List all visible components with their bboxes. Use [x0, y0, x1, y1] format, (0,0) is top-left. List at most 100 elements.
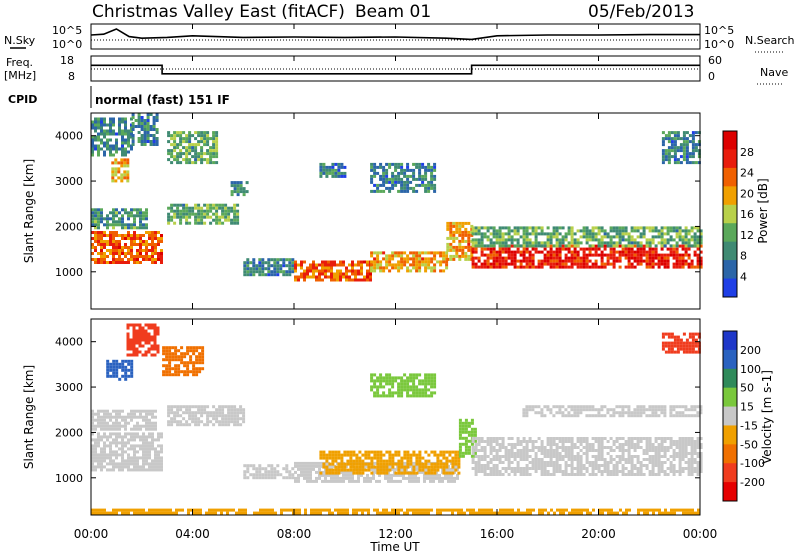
velocity-cell — [549, 446, 553, 449]
power-cell — [516, 238, 520, 242]
velocity-cell — [124, 377, 128, 381]
velocity-cell — [418, 459, 422, 463]
power-cell — [519, 259, 523, 263]
power-cell — [114, 173, 118, 177]
velocity-cell — [337, 471, 341, 475]
power-cell — [249, 267, 253, 271]
power-cell — [103, 223, 106, 227]
velocity-cell — [483, 440, 487, 443]
velocity-cell — [298, 511, 301, 515]
power-cell — [127, 261, 130, 264]
power-cell — [612, 265, 616, 269]
velocity-cell — [188, 405, 192, 409]
power-cell — [630, 265, 634, 269]
power-cell — [570, 235, 574, 239]
power-cell — [570, 229, 574, 233]
velocity-cell — [549, 452, 553, 455]
power-cell — [136, 243, 139, 246]
power-cell — [549, 232, 553, 236]
power-cell — [576, 250, 580, 254]
power-cell — [176, 155, 180, 159]
power-cell — [684, 262, 688, 266]
velocity-cell — [657, 467, 661, 470]
velocity-cell — [370, 385, 374, 389]
power-cell — [648, 265, 652, 269]
velocity-cell — [696, 470, 700, 473]
power-cell — [319, 165, 323, 169]
velocity-cell — [406, 394, 410, 398]
power-cell — [394, 162, 398, 166]
velocity-cell — [115, 424, 118, 428]
power-cell — [224, 215, 228, 219]
velocity-cell — [591, 473, 595, 476]
power-cell — [391, 171, 395, 175]
power-cell — [427, 263, 431, 267]
velocity-cell — [126, 353, 130, 357]
velocity-cell — [142, 508, 145, 512]
power-cell — [552, 259, 556, 263]
velocity-cell — [145, 418, 148, 422]
velocity-cell — [141, 326, 145, 330]
velocity-cell — [165, 364, 169, 368]
power-cell — [357, 260, 360, 264]
velocity-cell — [588, 461, 592, 464]
velocity-cell — [498, 458, 502, 461]
velocity-cell — [525, 446, 529, 449]
power-cell — [603, 253, 607, 257]
power-cell — [495, 262, 499, 266]
power-cell — [696, 226, 700, 230]
velocity-cell — [121, 508, 124, 512]
velocity-cell — [444, 467, 447, 471]
velocity-cell — [337, 450, 341, 454]
power-cell — [151, 261, 154, 264]
velocity-cell — [160, 468, 163, 472]
power-cell — [182, 131, 186, 135]
power-cell — [486, 259, 490, 263]
velocity-cell — [454, 450, 458, 454]
velocity-cell — [445, 471, 449, 475]
power-cell — [474, 247, 478, 251]
velocity-cell — [474, 467, 478, 470]
velocity-cell — [582, 464, 586, 467]
power-cell — [91, 150, 94, 154]
velocity-cell — [516, 437, 520, 440]
velocity-cell — [531, 464, 535, 467]
velocity-cell — [127, 412, 130, 416]
power-cell — [206, 215, 210, 219]
velocity-cell — [345, 470, 348, 474]
power-cell — [348, 269, 351, 273]
power-cell — [615, 241, 619, 245]
power-cell — [397, 174, 401, 178]
velocity-cell — [453, 476, 456, 480]
power-cell — [682, 155, 686, 159]
power-cell — [145, 255, 148, 258]
power-cell — [121, 153, 124, 157]
velocity-cell — [498, 461, 502, 464]
power-cell — [624, 238, 628, 242]
velocity-cell — [636, 443, 640, 446]
velocity-cell — [618, 470, 622, 473]
power-cell — [130, 144, 133, 148]
power-cell — [480, 253, 484, 257]
velocity-cell — [218, 408, 222, 412]
power-cell — [97, 120, 100, 124]
power-cell — [588, 253, 592, 257]
velocity-cell — [342, 476, 345, 480]
power-cell — [176, 143, 180, 147]
velocity-cell — [627, 473, 631, 476]
velocity-cell — [187, 511, 190, 515]
power-cell — [471, 247, 475, 251]
velocity-cell — [471, 452, 475, 455]
velocity-cell — [576, 467, 580, 470]
velocity-cell — [684, 443, 688, 446]
power-cell — [403, 180, 407, 184]
power-cell — [126, 161, 130, 165]
power-cell — [648, 259, 652, 263]
velocity-cell — [154, 409, 157, 413]
velocity-cell — [418, 465, 422, 469]
velocity-cell — [130, 444, 133, 448]
velocity-cell — [168, 349, 172, 353]
velocity-cell — [227, 417, 231, 421]
power-cell — [121, 132, 124, 136]
velocity-cell — [678, 461, 682, 464]
